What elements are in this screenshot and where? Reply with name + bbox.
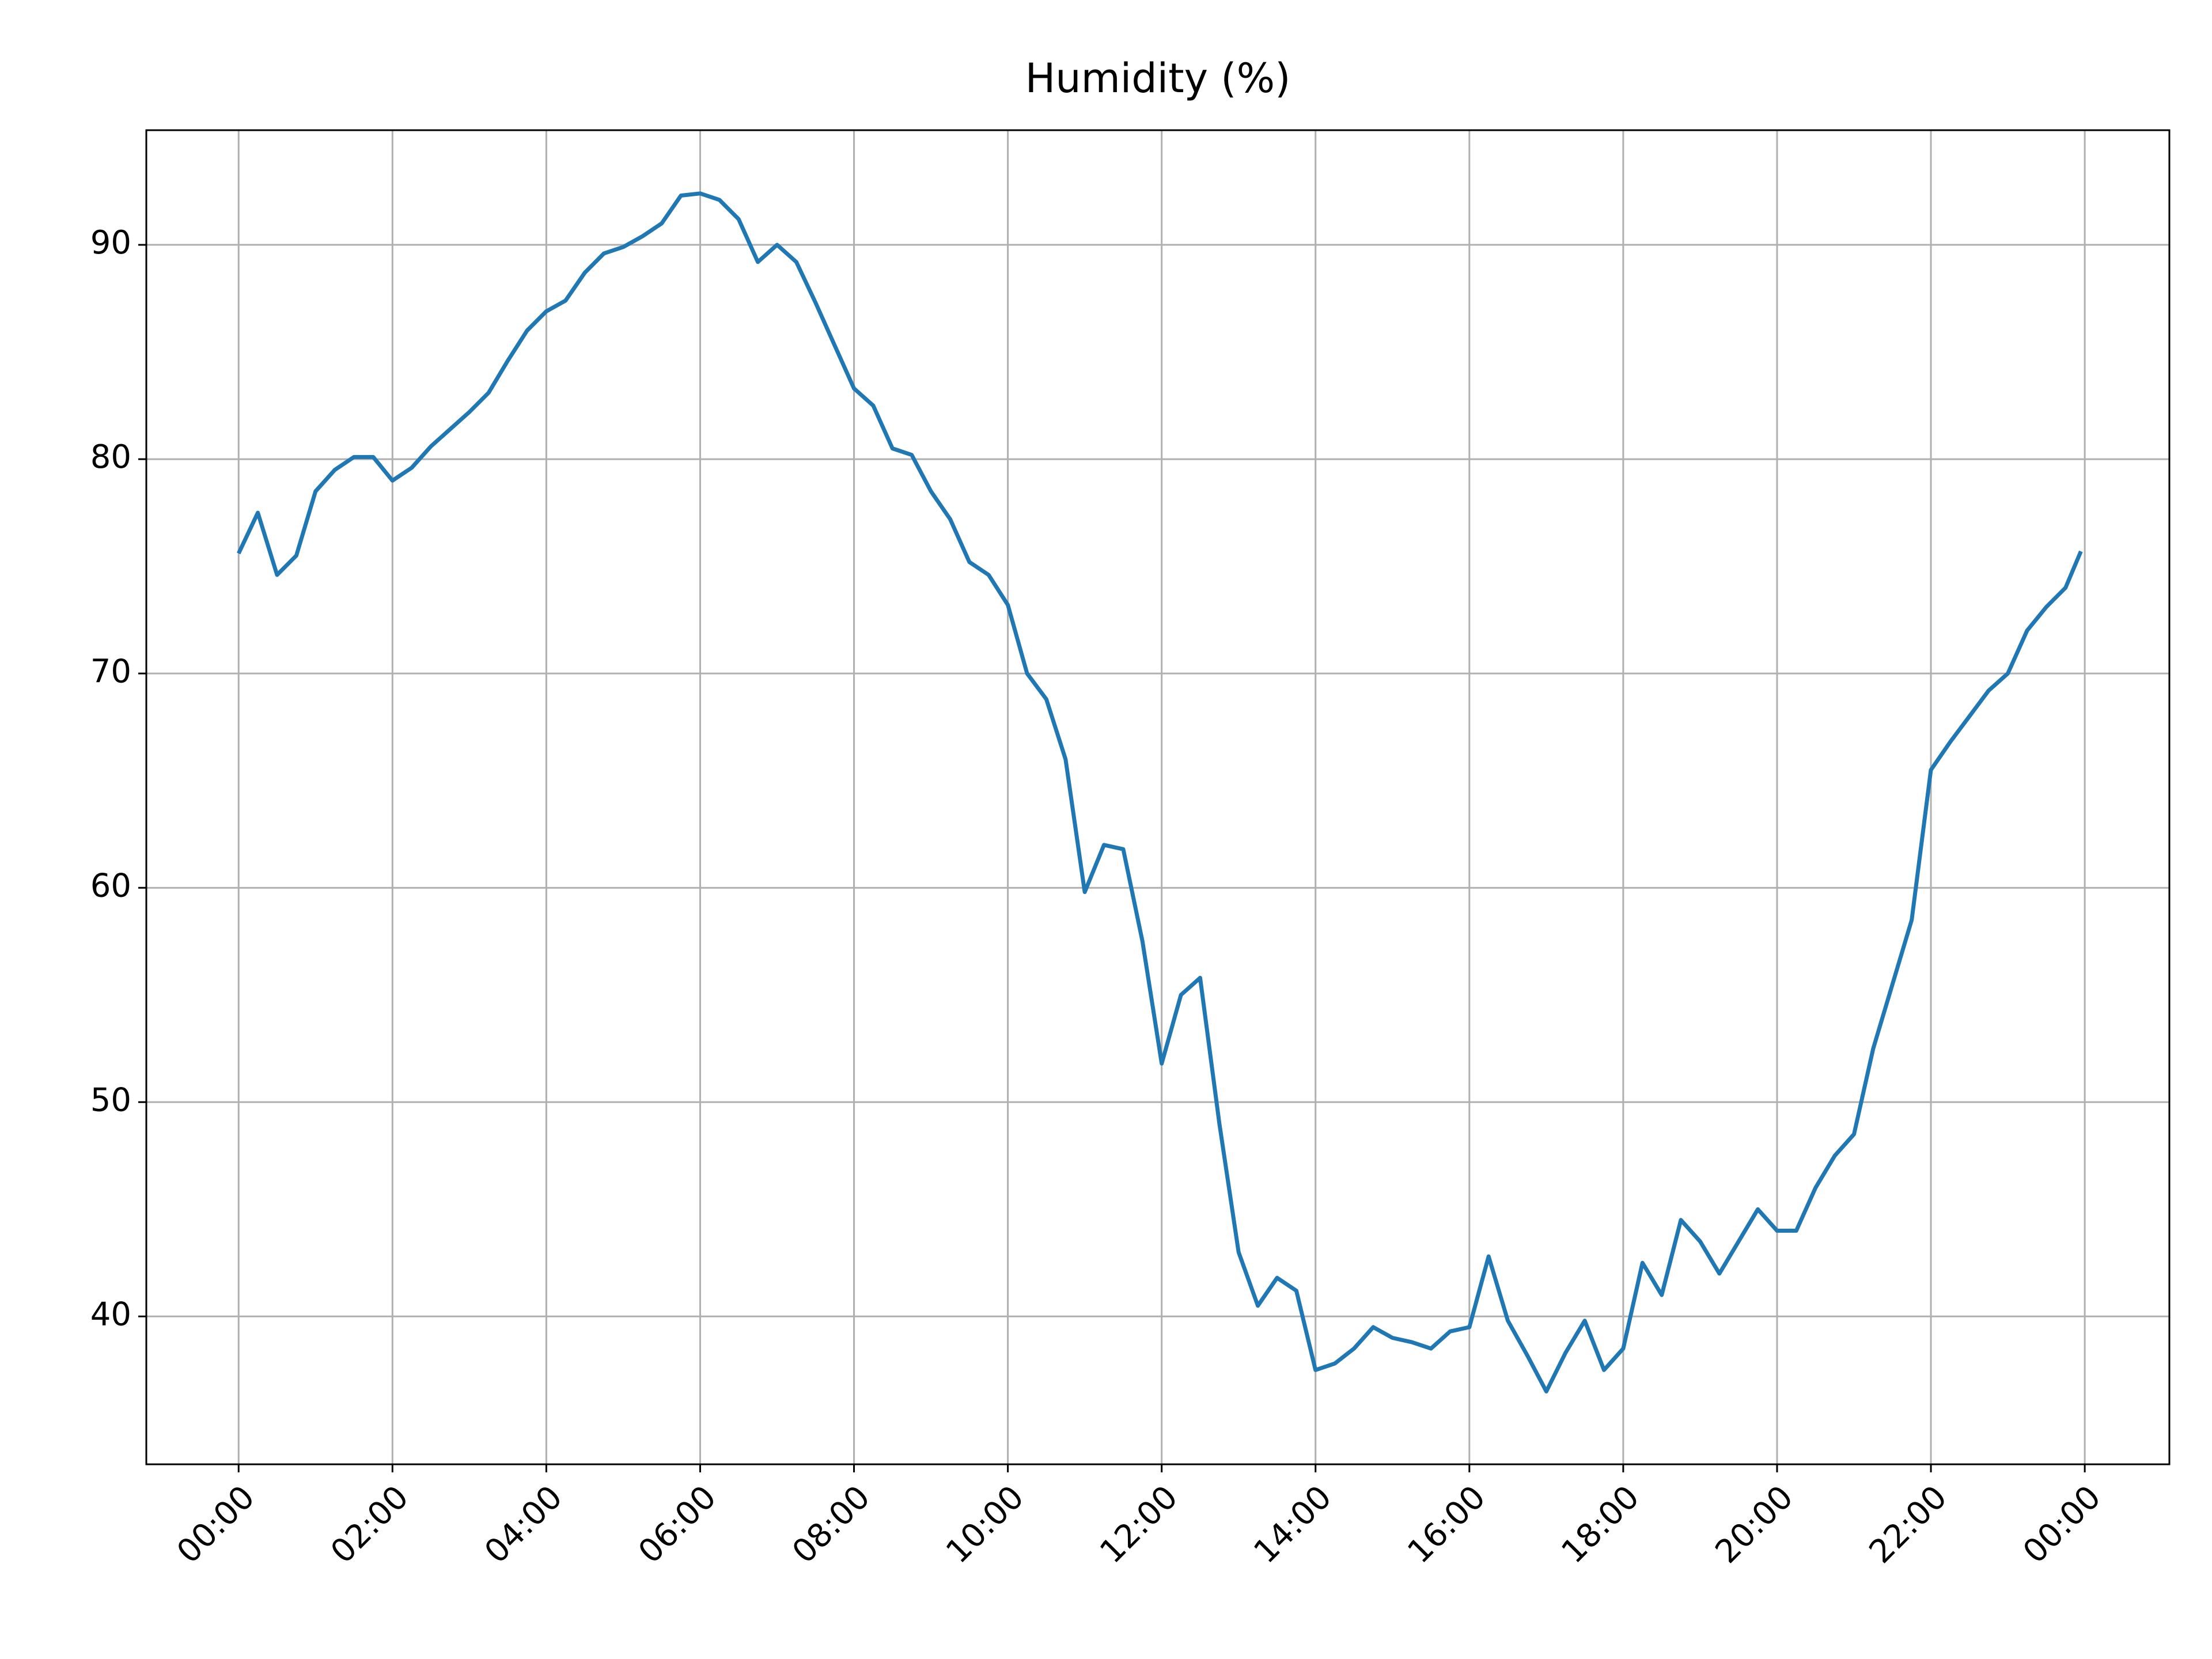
x-tick-label: 02:00 bbox=[324, 1479, 416, 1571]
x-tick-label: 20:00 bbox=[1708, 1479, 1800, 1571]
y-tick-label: 80 bbox=[90, 438, 131, 476]
plot-frame bbox=[145, 129, 2171, 1465]
y-tick-label: 90 bbox=[90, 224, 131, 262]
x-tick-label: 16:00 bbox=[1400, 1479, 1493, 1571]
x-tick-label: 00:00 bbox=[170, 1479, 262, 1571]
x-tick-label: 08:00 bbox=[785, 1479, 877, 1571]
x-tick-label: 18:00 bbox=[1554, 1479, 1646, 1571]
x-tick-label: 10:00 bbox=[939, 1479, 1031, 1571]
y-tick-label: 50 bbox=[90, 1081, 131, 1119]
y-tick-label: 70 bbox=[90, 653, 131, 690]
x-tick-label: 14:00 bbox=[1247, 1479, 1339, 1571]
y-tick-label: 40 bbox=[90, 1296, 131, 1333]
x-tick-label: 12:00 bbox=[1093, 1479, 1185, 1571]
y-tick-label: 60 bbox=[90, 867, 131, 904]
x-tick-label: 06:00 bbox=[631, 1479, 724, 1571]
x-tick-label: 00:00 bbox=[2016, 1479, 2108, 1571]
data-line bbox=[237, 191, 2083, 1393]
x-tick-label: 22:00 bbox=[1862, 1479, 1955, 1571]
chart-title: Humidity (%) bbox=[1025, 55, 1291, 102]
x-tick-label: 04:00 bbox=[478, 1479, 570, 1571]
